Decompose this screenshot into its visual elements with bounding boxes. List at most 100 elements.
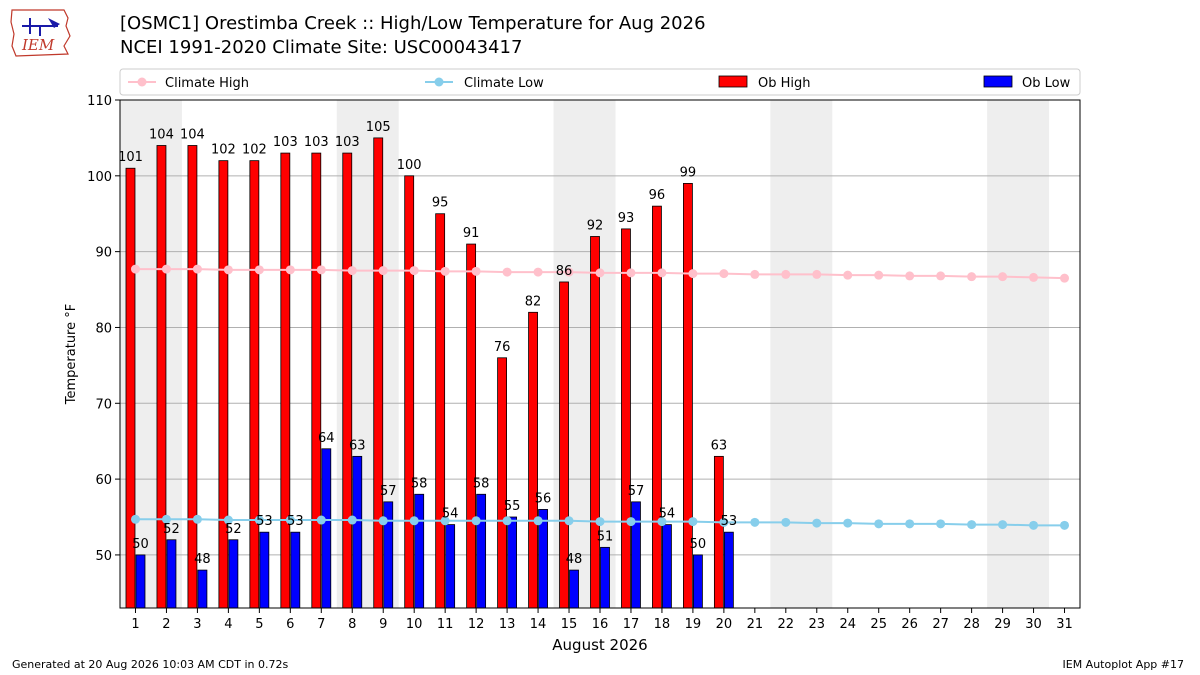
- bar-ob-high: [713, 455, 724, 609]
- bar-value-label: 55: [504, 499, 521, 514]
- bar-value-label: 102: [242, 143, 267, 158]
- x-tick-label: 20: [716, 617, 733, 632]
- bar-value-label: 96: [649, 188, 666, 203]
- bar-value-label: 99: [680, 165, 697, 180]
- bar-ob-high: [218, 160, 229, 609]
- bar-value-label: 86: [556, 264, 573, 279]
- bar-value-label: 103: [304, 135, 329, 150]
- point-climate-high: [223, 265, 233, 275]
- bar-value-label: 53: [721, 514, 738, 529]
- point-climate-low: [843, 518, 853, 528]
- point-climate-low: [316, 515, 326, 525]
- bar-ob-high: [311, 152, 322, 609]
- point-climate-low: [998, 520, 1008, 530]
- bar-ob-low: [445, 524, 456, 609]
- x-tick-label: 4: [224, 617, 232, 632]
- bar-value-label: 52: [225, 522, 242, 537]
- point-climate-high: [254, 265, 264, 275]
- bar-ob-low: [662, 524, 672, 609]
- iem-logo: IEM: [10, 9, 71, 57]
- x-tick-label: 31: [1056, 617, 1073, 632]
- point-climate-high: [471, 266, 481, 276]
- bar-value-label: 54: [442, 507, 459, 522]
- x-tick-label: 2: [162, 617, 170, 632]
- x-tick-label: 14: [530, 617, 547, 632]
- point-climate-low: [812, 518, 822, 528]
- point-climate-high: [440, 266, 450, 276]
- x-tick-label: 11: [437, 617, 454, 632]
- bar-ob-high: [249, 160, 260, 609]
- point-climate-low: [130, 514, 140, 524]
- bar-ob-low: [693, 554, 703, 609]
- point-climate-high: [130, 264, 140, 274]
- point-climate-low: [874, 519, 884, 529]
- x-tick-label: 8: [348, 617, 356, 632]
- x-tick-label: 16: [592, 617, 609, 632]
- point-climate-low: [223, 515, 233, 525]
- point-climate-low: [254, 515, 264, 525]
- x-axis-label: August 2026: [552, 636, 647, 654]
- point-climate-high: [719, 269, 729, 279]
- bar-value-label: 56: [535, 491, 552, 506]
- point-climate-high: [378, 266, 388, 276]
- bar-ob-high: [280, 152, 291, 609]
- bar-ob-high: [404, 175, 415, 609]
- point-climate-low: [347, 515, 357, 525]
- point-climate-low: [564, 516, 574, 526]
- bar-value-label: 100: [397, 158, 422, 173]
- point-climate-low: [378, 516, 388, 526]
- y-gridlines: [120, 99, 1080, 556]
- weekend-band: [987, 100, 1050, 608]
- x-tick-label: 21: [747, 617, 764, 632]
- bar-value-label: 50: [132, 537, 149, 552]
- legend-label-ob-high: Ob High: [758, 76, 811, 91]
- x-tick-label: 3: [193, 617, 201, 632]
- point-climate-low: [626, 517, 636, 527]
- y-tick-label: 50: [95, 549, 112, 564]
- y-tick-label: 80: [95, 321, 112, 336]
- bar-value-label: 95: [432, 196, 449, 211]
- legend: Climate High Climate Low Ob High Ob Low: [119, 68, 1081, 96]
- point-climate-high: [936, 271, 946, 281]
- point-climate-low: [502, 516, 512, 526]
- y-tick-label: 90: [95, 246, 112, 261]
- bar-value-label: 101: [118, 150, 143, 165]
- bar-value-label: 103: [273, 135, 298, 150]
- point-climate-low: [192, 514, 202, 524]
- x-tick-label: 18: [654, 617, 671, 632]
- bar-ob-high: [373, 137, 384, 609]
- point-climate-high: [688, 269, 698, 279]
- bar-ob-low: [259, 531, 270, 609]
- x-tick-label: 15: [561, 617, 578, 632]
- point-climate-high: [626, 268, 636, 278]
- y-tick-label: 70: [95, 397, 112, 412]
- bar-ob-high: [528, 311, 538, 609]
- point-climate-high: [812, 269, 822, 279]
- bar-value-label: 64: [318, 431, 335, 446]
- bar-value-label: 93: [618, 211, 635, 226]
- bar-value-label: 53: [287, 514, 304, 529]
- point-climate-low: [533, 516, 543, 526]
- bar-ob-high: [187, 145, 198, 609]
- y-axis-label: Temperature °F: [64, 304, 79, 405]
- point-climate-low: [688, 517, 698, 527]
- bar-value-label: 102: [211, 143, 236, 158]
- x-tick-label: 25: [870, 617, 887, 632]
- bar-ob-low: [476, 493, 487, 609]
- chart-subtitle: NCEI 1991-2020 Climate Site: USC00043417: [120, 37, 523, 58]
- bar-value-label: 105: [366, 120, 391, 135]
- point-climate-low: [161, 514, 171, 524]
- legend-box: [119, 68, 1081, 96]
- y-tick-label: 60: [95, 473, 112, 488]
- point-climate-low: [750, 517, 760, 527]
- x-tick-label: 27: [932, 617, 949, 632]
- bar-ob-high: [466, 243, 477, 609]
- bar-ob-low: [197, 569, 208, 609]
- x-tick-label: 5: [255, 617, 263, 632]
- bar-value-label: 104: [149, 127, 174, 142]
- climate-lines: [130, 264, 1070, 530]
- x-tick-label: 30: [1025, 617, 1042, 632]
- x-tick-label: 24: [839, 617, 856, 632]
- bar-ob-low: [321, 448, 332, 609]
